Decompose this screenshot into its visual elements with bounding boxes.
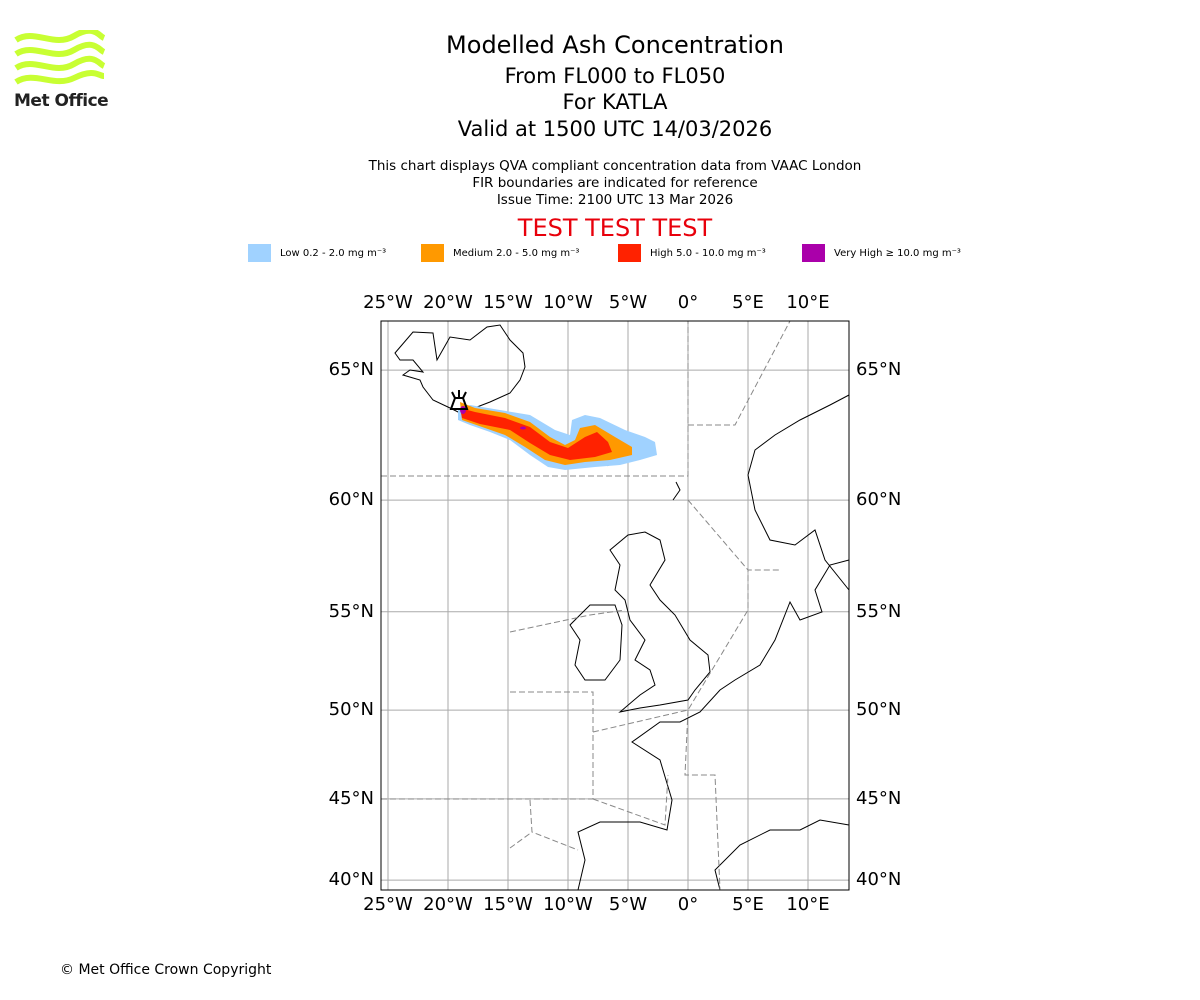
lat-tick-right: 65°N (856, 359, 902, 381)
volcano-name: For KATLA (562, 90, 668, 114)
legend-label: Medium 2.0 - 5.0 mg m⁻³ (453, 247, 580, 259)
legend-low: Low 0.2 - 2.0 mg m⁻³ (248, 244, 421, 262)
lat-tick-left: 55°N (328, 600, 374, 622)
iceland-coast (394, 324, 526, 414)
lon-tick-bottom: 5°W (608, 894, 648, 915)
norway-coast (747, 394, 850, 591)
legend-swatch-very-high (802, 244, 825, 262)
valid-time: Valid at 1500 UTC 14/03/2026 (457, 117, 773, 141)
lat-tick-left: 45°N (328, 787, 374, 809)
lat-tick-right: 45°N (856, 787, 902, 809)
lon-tick-bottom: 5°E (732, 894, 764, 915)
volcano-icon (449, 390, 469, 410)
europe-coast (577, 559, 850, 891)
ash-very-high (520, 426, 526, 430)
lon-tick-bottom: 15°W (483, 894, 533, 915)
note-fir: FIR boundaries are indicated for referen… (472, 175, 758, 191)
lat-tick-left: 65°N (328, 359, 374, 381)
lat-tick-right: 50°N (856, 699, 902, 721)
test-banner: TEST TEST TEST (517, 214, 713, 242)
lon-tick-top: 0° (677, 292, 699, 313)
legend-medium: Medium 2.0 - 5.0 mg m⁻³ (421, 244, 618, 262)
coastlines (394, 324, 850, 891)
legend-swatch-medium (421, 244, 444, 262)
lon-tick-top: 10°W (543, 292, 593, 313)
lon-tick-top: 20°W (423, 292, 473, 313)
legend-very-high: Very High ≥ 10.0 mg m⁻³ (802, 244, 961, 262)
ash-high (460, 408, 612, 460)
lat-tick-left: 50°N (328, 699, 374, 721)
great-britain-coast (609, 531, 711, 713)
ireland-coast (569, 604, 623, 681)
legend-swatch-high (618, 244, 641, 262)
legend-label: High 5.0 - 10.0 mg m⁻³ (650, 247, 766, 259)
legend-high: High 5.0 - 10.0 mg m⁻³ (618, 244, 802, 262)
lat-tick-left: 60°N (328, 489, 374, 511)
lat-tick-right: 55°N (856, 600, 902, 622)
ash-plume (458, 402, 657, 470)
issue-time: Issue Time: 2100 UTC 13 Mar 2026 (496, 192, 734, 208)
lon-tick-top: 25°W (363, 292, 413, 313)
lon-tick-bottom: 0° (677, 894, 699, 915)
lon-tick-top: 5°W (608, 292, 648, 313)
lon-tick-bottom: 10°E (786, 894, 830, 915)
lon-tick-bottom: 25°W (363, 894, 413, 915)
legend-label: Very High ≥ 10.0 mg m⁻³ (834, 247, 961, 259)
shetland (672, 481, 681, 501)
lon-tick-top: 10°E (786, 292, 830, 313)
logo-text: Met Office (14, 91, 109, 111)
copyright: © Met Office Crown Copyright (60, 962, 272, 978)
chart-title: Modelled Ash Concentration (446, 31, 784, 59)
lat-tick-right: 60°N (856, 489, 902, 511)
lon-tick-bottom: 20°W (423, 894, 473, 915)
lat-tick-right: 40°N (856, 869, 902, 891)
fir-boundaries (381, 320, 791, 891)
legend: Low 0.2 - 2.0 mg m⁻³ Medium 2.0 - 5.0 mg… (248, 244, 961, 262)
lon-tick-top: 15°W (483, 292, 533, 313)
flight-level-range: From FL000 to FL050 (504, 64, 726, 88)
lon-tick-top: 5°E (732, 292, 764, 313)
lon-tick-bottom: 10°W (543, 894, 593, 915)
lat-tick-left: 40°N (328, 869, 374, 891)
legend-swatch-low (248, 244, 271, 262)
legend-label: Low 0.2 - 2.0 mg m⁻³ (280, 247, 387, 259)
note-qva: This chart displays QVA compliant concen… (368, 158, 862, 174)
met-office-waves-icon (14, 30, 106, 85)
map-frame (380, 320, 850, 891)
